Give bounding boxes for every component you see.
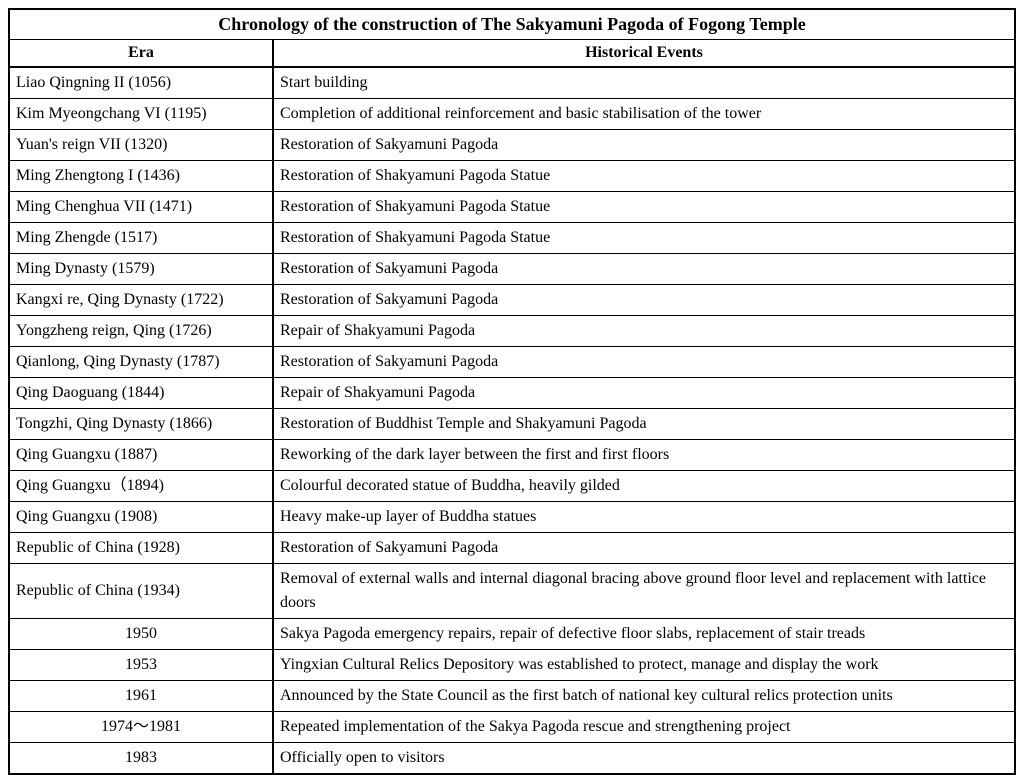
event-cell: Heavy make-up layer of Buddha statues xyxy=(273,502,1015,533)
era-cell: Yongzheng reign, Qing (1726) xyxy=(9,316,273,347)
event-cell: Removal of external walls and internal d… xyxy=(273,564,1015,619)
era-cell: Qing Daoguang (1844) xyxy=(9,378,273,409)
event-cell: Reworking of the dark layer between the … xyxy=(273,440,1015,471)
event-cell: Officially open to visitors xyxy=(273,743,1015,775)
table-row: Ming Zhengtong I (1436)Restoration of Sh… xyxy=(9,161,1015,192)
table-row: Ming Dynasty (1579)Restoration of Sakyam… xyxy=(9,254,1015,285)
table-row: Kangxi re, Qing Dynasty (1722)Restoratio… xyxy=(9,285,1015,316)
table-row: Qing Guangxu (1908)Heavy make-up layer o… xyxy=(9,502,1015,533)
era-cell: Liao Qingning II (1056) xyxy=(9,67,273,99)
table-row: Qing Daoguang (1844)Repair of Shakyamuni… xyxy=(9,378,1015,409)
event-cell: Restoration of Shakyamuni Pagoda Statue xyxy=(273,223,1015,254)
event-cell: Colourful decorated statue of Buddha, he… xyxy=(273,471,1015,502)
era-cell: Republic of China (1934) xyxy=(9,564,273,619)
event-cell: Restoration of Shakyamuni Pagoda Statue xyxy=(273,161,1015,192)
era-cell: Ming Zhengtong I (1436) xyxy=(9,161,273,192)
era-cell: Ming Dynasty (1579) xyxy=(9,254,273,285)
table-row: Qing Guangxu（1894)Colourful decorated st… xyxy=(9,471,1015,502)
event-cell: Restoration of Sakyamuni Pagoda xyxy=(273,130,1015,161)
event-cell: Repair of Shakyamuni Pagoda xyxy=(273,316,1015,347)
event-cell: Restoration of Buddhist Temple and Shaky… xyxy=(273,409,1015,440)
era-cell: Republic of China (1928) xyxy=(9,533,273,564)
era-cell: 1974～1981 xyxy=(9,712,273,743)
table-row: Republic of China (1934)Removal of exter… xyxy=(9,564,1015,619)
table-row: Republic of China (1928)Restoration of S… xyxy=(9,533,1015,564)
event-cell: Restoration of Sakyamuni Pagoda xyxy=(273,254,1015,285)
table-row: Tongzhi, Qing Dynasty (1866)Restoration … xyxy=(9,409,1015,440)
era-cell: 1961 xyxy=(9,681,273,712)
table-row: 1961Announced by the State Council as th… xyxy=(9,681,1015,712)
table-row: Qianlong, Qing Dynasty (1787)Restoration… xyxy=(9,347,1015,378)
event-cell: Restoration of Sakyamuni Pagoda xyxy=(273,285,1015,316)
table-row: Qing Guangxu (1887)Reworking of the dark… xyxy=(9,440,1015,471)
table-row: Kim Myeongchang VI (1195)Completion of a… xyxy=(9,99,1015,130)
era-cell: Kangxi re, Qing Dynasty (1722) xyxy=(9,285,273,316)
era-cell: Yuan's reign VII (1320) xyxy=(9,130,273,161)
era-cell: Qing Guangxu (1908) xyxy=(9,502,273,533)
era-cell: Tongzhi, Qing Dynasty (1866) xyxy=(9,409,273,440)
column-header-era: Era xyxy=(9,40,273,68)
event-cell: Repeated implementation of the Sakya Pag… xyxy=(273,712,1015,743)
event-cell: Start building xyxy=(273,67,1015,99)
era-cell: Qing Guangxu (1887) xyxy=(9,440,273,471)
table-row: 1950Sakya Pagoda emergency repairs, repa… xyxy=(9,619,1015,650)
table-row: 1983Officially open to visitors xyxy=(9,743,1015,775)
event-cell: Restoration of Sakyamuni Pagoda xyxy=(273,347,1015,378)
event-cell: Sakya Pagoda emergency repairs, repair o… xyxy=(273,619,1015,650)
era-cell: Ming Chenghua VII (1471) xyxy=(9,192,273,223)
era-cell: Ming Zhengde (1517) xyxy=(9,223,273,254)
event-cell: Restoration of Shakyamuni Pagoda Statue xyxy=(273,192,1015,223)
event-cell: Yingxian Cultural Relics Depository was … xyxy=(273,650,1015,681)
event-cell: Repair of Shakyamuni Pagoda xyxy=(273,378,1015,409)
era-cell: Qianlong, Qing Dynasty (1787) xyxy=(9,347,273,378)
table-row: Yuan's reign VII (1320)Restoration of Sa… xyxy=(9,130,1015,161)
table-row: 1974～1981Repeated implementation of the … xyxy=(9,712,1015,743)
event-cell: Restoration of Sakyamuni Pagoda xyxy=(273,533,1015,564)
era-cell: 1953 xyxy=(9,650,273,681)
era-cell: Qing Guangxu（1894) xyxy=(9,471,273,502)
table-title: Chronology of the construction of The Sa… xyxy=(9,9,1015,40)
era-cell: Kim Myeongchang VI (1195) xyxy=(9,99,273,130)
table-header-row: Era Historical Events xyxy=(9,40,1015,68)
table-row: Liao Qingning II (1056)Start building xyxy=(9,67,1015,99)
era-cell: 1983 xyxy=(9,743,273,775)
table-row: 1953Yingxian Cultural Relics Depository … xyxy=(9,650,1015,681)
chronology-table: Chronology of the construction of The Sa… xyxy=(8,8,1016,775)
table-row: Ming Zhengde (1517)Restoration of Shakya… xyxy=(9,223,1015,254)
table-title-row: Chronology of the construction of The Sa… xyxy=(9,9,1015,40)
era-cell: 1950 xyxy=(9,619,273,650)
event-cell: Completion of additional reinforcement a… xyxy=(273,99,1015,130)
event-cell: Announced by the State Council as the fi… xyxy=(273,681,1015,712)
column-header-event: Historical Events xyxy=(273,40,1015,68)
table-row: Ming Chenghua VII (1471)Restoration of S… xyxy=(9,192,1015,223)
table-row: Yongzheng reign, Qing (1726)Repair of Sh… xyxy=(9,316,1015,347)
